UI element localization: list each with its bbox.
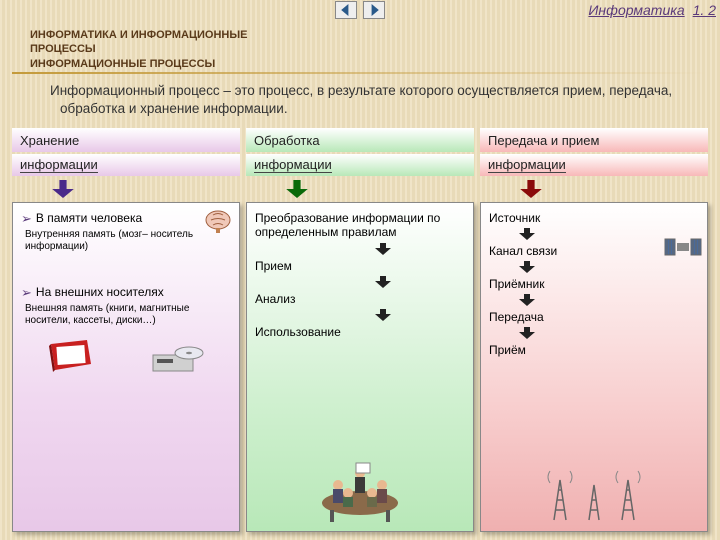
arrow-sm-icon: [519, 228, 535, 240]
next-button[interactable]: [363, 1, 385, 19]
definition: Информационный процесс – это процесс, в …: [30, 82, 700, 118]
arrow-down-icon: [286, 180, 308, 198]
step-1: Преобразование информации по определенны…: [255, 211, 465, 240]
arrow-sm-icon: [375, 276, 391, 288]
columns: Хранение информации В памяти человека Вн…: [12, 128, 708, 532]
arrow-sm-icon: [519, 294, 535, 306]
col-transfer: Передача и прием информации Источник Кан…: [480, 128, 708, 532]
desc-2: Внешняя память (книги, магнитные носител…: [25, 303, 231, 327]
col1-header: Хранение: [12, 128, 240, 152]
arrow-sm-icon: [375, 309, 391, 321]
title-2: ИНФОРМАЦИОННЫЕ ПРОЦЕССЫ: [30, 57, 290, 71]
bullet-1: В памяти человека: [21, 211, 231, 227]
col2-panel: Преобразование информации по определенны…: [246, 202, 474, 532]
satellite-icon: [663, 233, 703, 263]
title-1: ИНФОРМАТИКА И ИНФОРМАЦИОННЫЕ ПРОЦЕССЫ: [30, 28, 290, 57]
hr: [12, 72, 708, 74]
col1-panel: В памяти человека Внутренняя память (моз…: [12, 202, 240, 532]
nav-buttons: [335, 1, 385, 19]
breadcrumb-subject: Информатика: [588, 2, 684, 18]
step-4: Использование: [255, 325, 465, 339]
arrow-down-icon: [520, 180, 542, 198]
desc-1: Внутренняя память (мозг– носитель информ…: [25, 229, 231, 253]
breadcrumb-num: 1. 2: [693, 2, 716, 18]
step-4: Передача: [489, 310, 699, 324]
col3-header: Передача и прием: [480, 128, 708, 152]
bullet-2: На внешних носителях: [21, 285, 231, 301]
arrow-down-icon: [52, 180, 74, 198]
meeting-icon: [310, 455, 410, 525]
arrow-sm-icon: [375, 243, 391, 255]
col3-sub: информации: [480, 154, 708, 176]
arrow-sm-icon: [519, 261, 535, 273]
step-2: Прием: [255, 259, 465, 273]
col1-sub: информации: [12, 154, 240, 176]
disk-icon: [149, 335, 205, 377]
towers-icon: [534, 465, 654, 525]
step-3: Приёмник: [489, 277, 699, 291]
brain-icon: [203, 209, 233, 235]
col2-header: Обработка: [246, 128, 474, 152]
step-3: Анализ: [255, 292, 465, 306]
step-5: Приём: [489, 343, 699, 357]
topbar: Информатика 1. 2: [4, 2, 716, 18]
storage-icons: [21, 335, 231, 377]
col2-sub: информации: [246, 154, 474, 176]
col-processing: Обработка информации Преобразование инфо…: [246, 128, 474, 532]
col3-panel: Источник Канал связи Приёмник Передача П…: [480, 202, 708, 532]
breadcrumb[interactable]: Информатика 1. 2: [588, 2, 716, 18]
book-icon: [47, 338, 97, 374]
step-1: Источник: [489, 211, 699, 225]
prev-button[interactable]: [335, 1, 357, 19]
col-storage: Хранение информации В памяти человека Вн…: [12, 128, 240, 532]
arrow-sm-icon: [519, 327, 535, 339]
titles: ИНФОРМАТИКА И ИНФОРМАЦИОННЫЕ ПРОЦЕССЫ ИН…: [30, 28, 290, 71]
